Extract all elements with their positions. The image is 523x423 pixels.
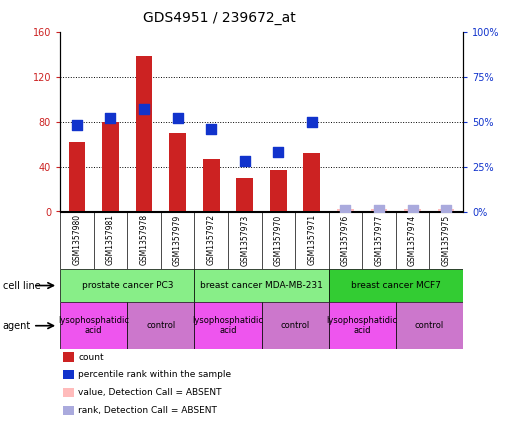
Text: GSM1357974: GSM1357974 [408,214,417,266]
Text: cell line: cell line [3,280,40,291]
Text: lysophosphatidic
acid: lysophosphatidic acid [192,316,264,335]
Bar [102,122,119,212]
Bar [69,142,85,212]
Bar [169,133,186,212]
Text: GSM1357970: GSM1357970 [274,214,283,266]
Point [442,206,450,213]
Bar [396,302,463,349]
Point [73,122,81,129]
Bar [60,302,127,349]
Text: breast cancer MDA-MB-231: breast cancer MDA-MB-231 [200,281,323,290]
Text: lysophosphatidic
acid: lysophosphatidic acid [58,316,129,335]
Bar [60,269,195,302]
Text: GSM1357979: GSM1357979 [173,214,182,266]
Text: lysophosphatidic
acid: lysophosphatidic acid [327,316,397,335]
Point [241,158,249,165]
Text: GSM1357977: GSM1357977 [374,214,383,266]
Bar [328,302,396,349]
Point [341,206,349,213]
Text: GSM1357980: GSM1357980 [72,214,82,266]
Text: rank, Detection Call = ABSENT: rank, Detection Call = ABSENT [78,406,218,415]
Text: breast cancer MCF7: breast cancer MCF7 [351,281,441,290]
Bar [328,269,463,302]
Text: control: control [415,321,444,330]
Text: GSM1357978: GSM1357978 [140,214,149,266]
Text: GSM1357976: GSM1357976 [341,214,350,266]
Text: GSM1357971: GSM1357971 [308,214,316,266]
Text: control: control [280,321,310,330]
Bar [203,159,220,212]
Bar [236,178,253,212]
Bar [337,209,354,212]
Bar [270,170,287,212]
Text: GSM1357981: GSM1357981 [106,214,115,265]
Point [308,118,316,125]
Text: GSM1357973: GSM1357973 [240,214,249,266]
Bar [135,56,152,212]
Point [274,149,282,156]
Bar [195,302,262,349]
Text: prostate cancer PC3: prostate cancer PC3 [82,281,173,290]
Text: percentile rank within the sample: percentile rank within the sample [78,370,232,379]
Bar [438,209,454,212]
Text: GDS4951 / 239672_at: GDS4951 / 239672_at [143,11,296,25]
Bar [404,209,421,212]
Text: GSM1357972: GSM1357972 [207,214,215,266]
Text: value, Detection Call = ABSENT: value, Detection Call = ABSENT [78,388,222,397]
Point [408,206,417,213]
Text: agent: agent [3,321,31,331]
Point [375,206,383,213]
Text: count: count [78,352,104,362]
Text: control: control [146,321,175,330]
Bar [127,302,195,349]
Text: GSM1357975: GSM1357975 [441,214,451,266]
Bar [303,153,320,212]
Bar [371,209,388,212]
Point [207,126,215,132]
Point [174,115,182,121]
Bar [262,302,328,349]
Bar [195,269,328,302]
Point [106,115,115,121]
Point [140,106,148,113]
